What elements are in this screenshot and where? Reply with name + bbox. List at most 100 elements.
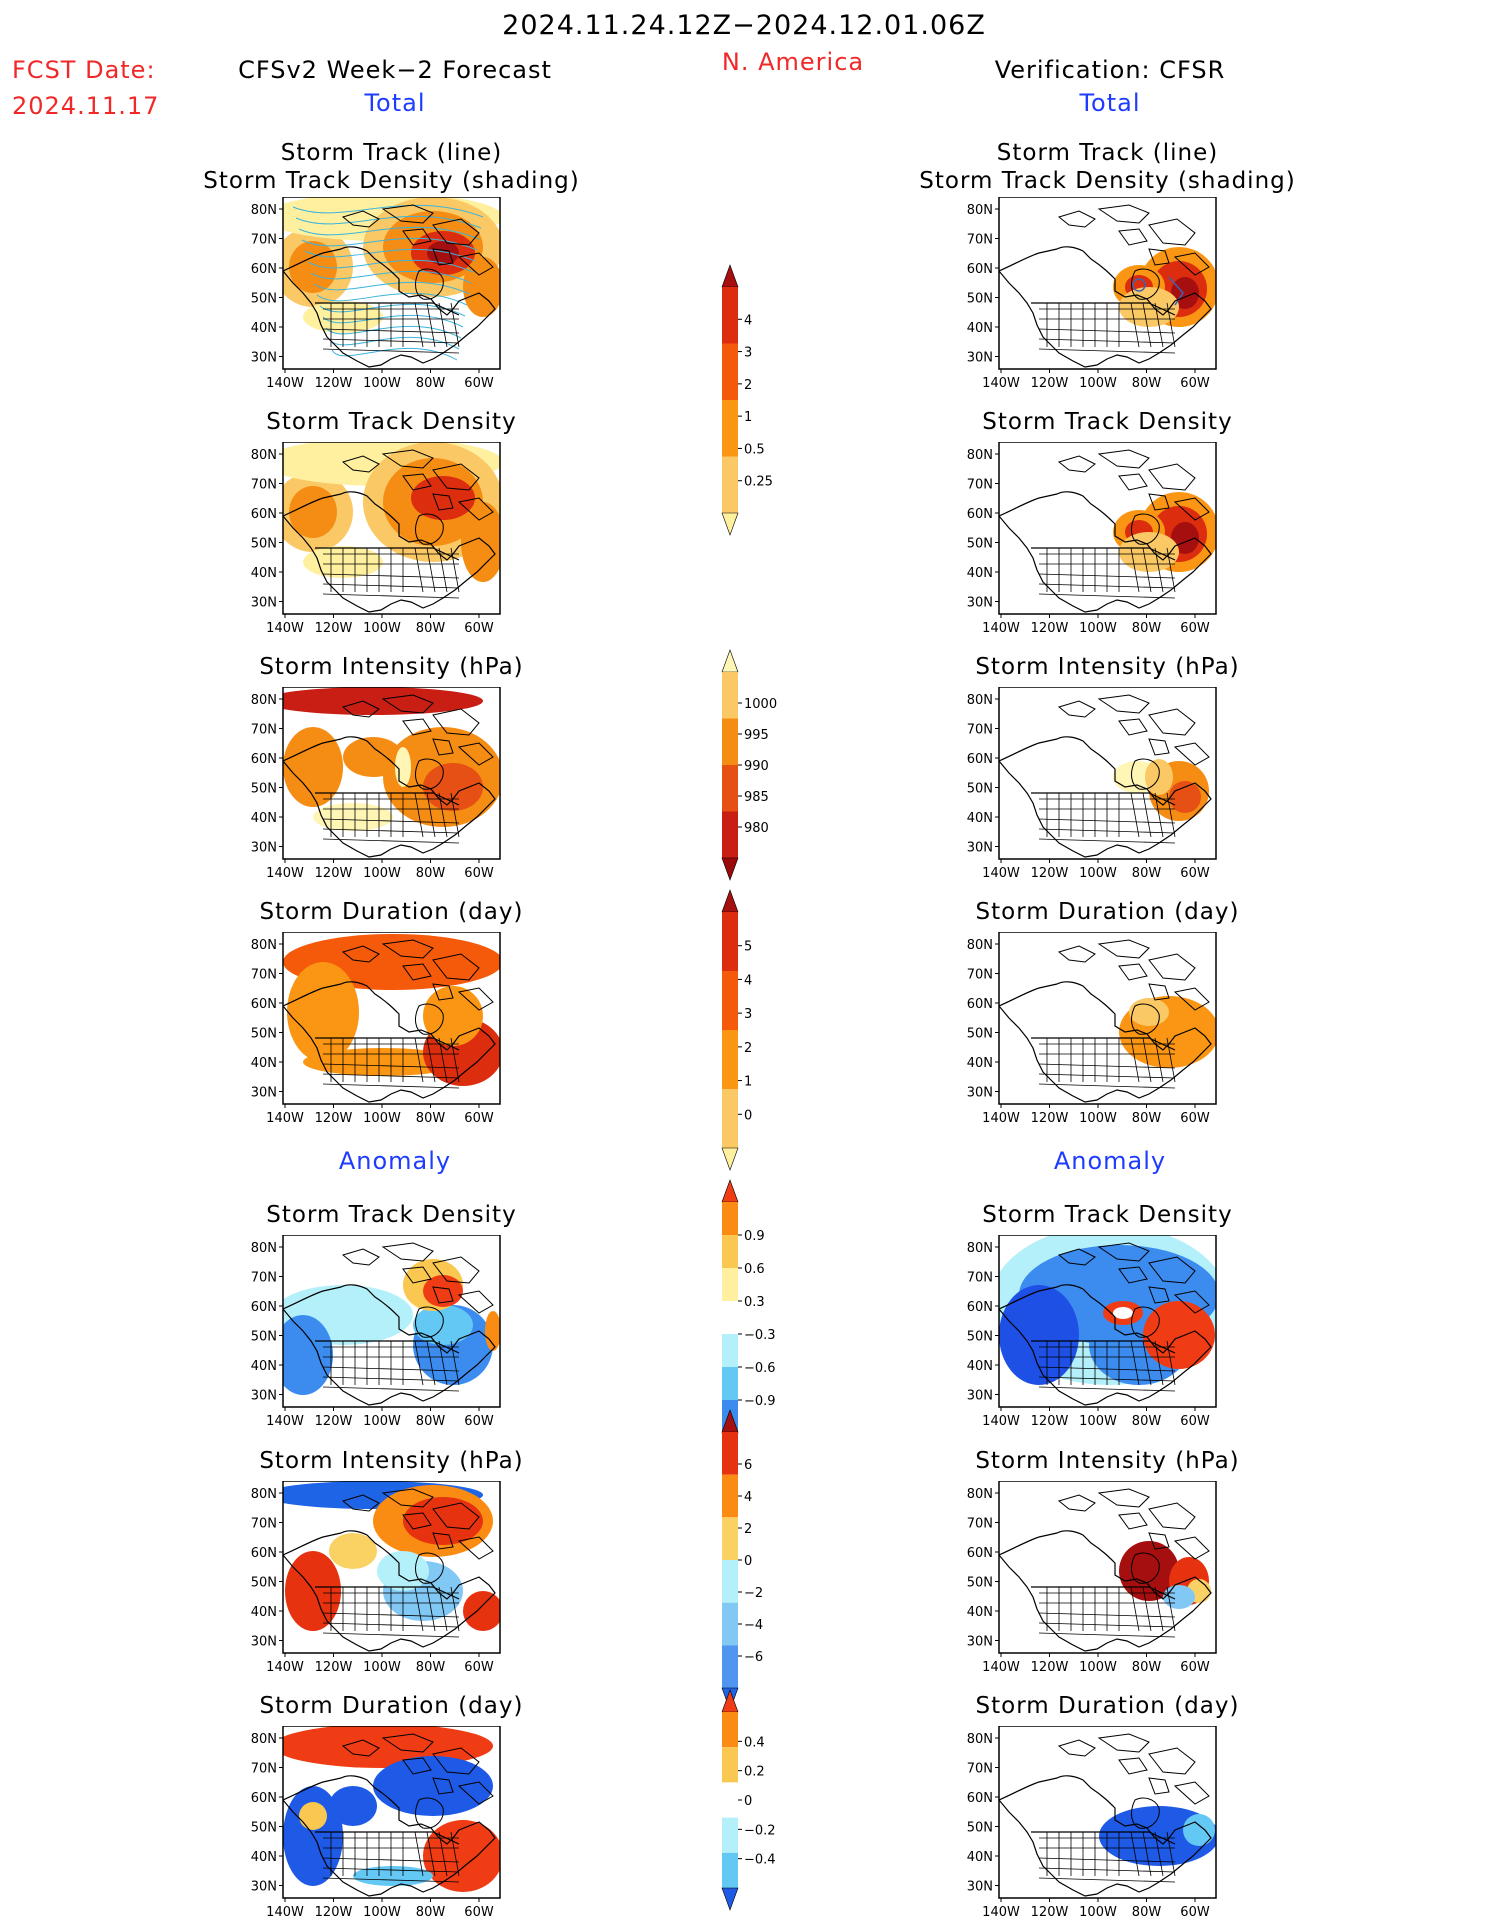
shading-region <box>1171 522 1199 554</box>
lat-tick-label: 50N <box>967 1330 993 1345</box>
colorbar-tick-label: 2 <box>744 1522 752 1537</box>
fcst-date-label: FCST Date: <box>12 56 156 84</box>
lon-tick-label: 80W <box>416 866 446 881</box>
lon-tick-label: 120W <box>315 376 353 391</box>
lat-tick-label: 50N <box>251 1330 277 1345</box>
lon-tick-label: 100W <box>363 1660 401 1675</box>
lat-tick-label: 50N <box>251 292 277 307</box>
colorbar-tick-label: 6 <box>744 1458 752 1473</box>
lat-tick-label: 50N <box>967 1027 993 1042</box>
lat-tick-label: 40N <box>251 811 277 826</box>
shading-region <box>313 803 393 831</box>
lat-tick-label: 70N <box>251 233 277 248</box>
shading-region <box>289 241 337 293</box>
panel-title: Storm Duration (day) <box>259 1693 524 1719</box>
panel-duration-forecast: Storm Duration (day) 80N 70N 60N 50N 40N 30N 14… <box>223 898 560 1134</box>
lon-tick-label: 80W <box>1132 621 1162 636</box>
lat-tick-label: 70N <box>251 968 277 983</box>
colorbar-tick-label: 1000 <box>744 697 777 712</box>
panel-anom-density-forecast: Storm Track Density 80N 70N 60N 50N 40N 30N 140… <box>223 1201 560 1437</box>
map: 80N 70N 60N 50N 40N 30N 140W 120W 100W 80W 60W <box>967 1481 1217 1675</box>
panel-title: Storm Track Density <box>266 409 517 435</box>
colorbar-tick-label: 0 <box>744 1108 752 1123</box>
lat-tick-label: 60N <box>251 1546 277 1561</box>
lon-tick-label: 120W <box>315 1111 353 1126</box>
lat-tick-label: 40N <box>251 1359 277 1374</box>
lon-tick-label: 100W <box>363 1111 401 1126</box>
anomaly-label-right: Anomaly <box>1053 1147 1167 1175</box>
colorbar-tick-label: 1 <box>744 410 752 425</box>
lat-tick-label: 70N <box>967 1517 993 1532</box>
map: 80N 70N 60N 50N 40N 30N 140W 120W 100W 80W 60W <box>251 197 501 391</box>
panel-track-density-verification: Storm Track Density 80N 70N 60N 50N 40N 30N 140… <box>939 408 1276 644</box>
lat-tick-label: 80N <box>251 448 277 463</box>
panel-title: Storm Track Density <box>266 1202 517 1228</box>
lon-tick-label: 60W <box>464 1660 494 1675</box>
lat-tick-label: 40N <box>251 1850 277 1865</box>
lon-tick-label: 100W <box>363 621 401 636</box>
panel-track-density-forecast: Storm Track Density 80N 70N 60N 50N 40N 30N 140… <box>223 408 560 644</box>
lat-tick-label: 50N <box>967 782 993 797</box>
shading-region <box>283 727 343 807</box>
lat-tick-label: 70N <box>251 723 277 738</box>
map: 80N 70N 60N 50N 40N 30N 140W 120W 100W 80W 60W <box>251 1235 501 1429</box>
lon-tick-label: 140W <box>982 1660 1020 1675</box>
lat-tick-label: 30N <box>251 351 277 366</box>
total-label-right: Total <box>1079 89 1141 117</box>
shading-region <box>329 1533 377 1569</box>
lon-tick-label: 140W <box>266 866 304 881</box>
lat-tick-label: 40N <box>967 1056 993 1071</box>
lon-tick-label: 100W <box>1079 1414 1117 1429</box>
lon-tick-label: 140W <box>266 376 304 391</box>
lat-tick-label: 80N <box>251 1241 277 1256</box>
lat-tick-label: 50N <box>251 1821 277 1836</box>
lon-tick-label: 100W <box>1079 376 1117 391</box>
region-title: N. America <box>721 48 865 76</box>
colorbar-duration: 5 4 3 2 1 0 <box>721 889 752 1171</box>
lon-tick-label: 120W <box>1031 1111 1069 1126</box>
colorbar-anom-duration: 0.4 0.2 0 −0.2 −0.4 <box>721 1689 776 1911</box>
colorbar-tick-label: 0.3 <box>744 1295 765 1310</box>
lon-tick-label: 60W <box>464 621 494 636</box>
colorbar-tick-label: 985 <box>744 790 769 805</box>
lon-tick-label: 140W <box>266 1660 304 1675</box>
lat-tick-label: 40N <box>251 566 277 581</box>
colorbar-intensity: 1000 995 990 985 980 <box>721 649 777 881</box>
lat-tick-label: 80N <box>967 448 993 463</box>
lat-tick-label: 40N <box>967 566 993 581</box>
shading-region <box>1163 1585 1195 1609</box>
panel-anom-intensity-verification: Storm Intensity (hPa) 80N 70N 60N 50N 40N 30N 1… <box>939 1447 1276 1683</box>
lon-tick-label: 100W <box>1079 1905 1117 1920</box>
lon-tick-label: 120W <box>315 621 353 636</box>
lat-tick-label: 60N <box>967 997 993 1012</box>
lon-tick-label: 140W <box>266 1111 304 1126</box>
panel-title: Storm Intensity (hPa) <box>975 1448 1240 1474</box>
lon-tick-label: 60W <box>464 376 494 391</box>
lat-tick-label: 60N <box>967 1546 993 1561</box>
map: 80N 70N 60N 50N 40N 30N 140W 120W 100W 80W 60W <box>967 1726 1217 1920</box>
lon-tick-label: 60W <box>1180 866 1210 881</box>
lon-tick-label: 100W <box>1079 866 1117 881</box>
lon-tick-label: 80W <box>416 621 446 636</box>
lat-tick-label: 60N <box>251 752 277 767</box>
lon-tick-label: 140W <box>982 621 1020 636</box>
lon-tick-label: 120W <box>315 1905 353 1920</box>
lat-tick-label: 80N <box>967 693 993 708</box>
lon-tick-label: 100W <box>363 1905 401 1920</box>
lon-tick-label: 120W <box>1031 1660 1069 1675</box>
lon-tick-label: 60W <box>464 1905 494 1920</box>
colorbar-tick-label: −0.9 <box>744 1394 776 1409</box>
lat-tick-label: 60N <box>251 1791 277 1806</box>
shading-region <box>1143 1301 1215 1369</box>
lat-tick-label: 40N <box>967 1605 993 1620</box>
lon-tick-label: 100W <box>363 866 401 881</box>
colorbar-tick-label: 0.25 <box>744 475 773 490</box>
panel-anom-duration-forecast: Storm Duration (day) 80N 70N 60N 50N 40N 30N 14… <box>223 1692 560 1928</box>
colorbar-tick-label: −6 <box>744 1650 763 1665</box>
lon-tick-label: 80W <box>416 376 446 391</box>
lat-tick-label: 30N <box>251 1880 277 1895</box>
lon-tick-label: 140W <box>266 621 304 636</box>
panel-title: Storm Track Density (shading) <box>203 168 580 194</box>
panel-track-line-verification: Storm Track (line) Storm Track Density (s… <box>919 139 1294 399</box>
lat-tick-label: 40N <box>967 1850 993 1865</box>
